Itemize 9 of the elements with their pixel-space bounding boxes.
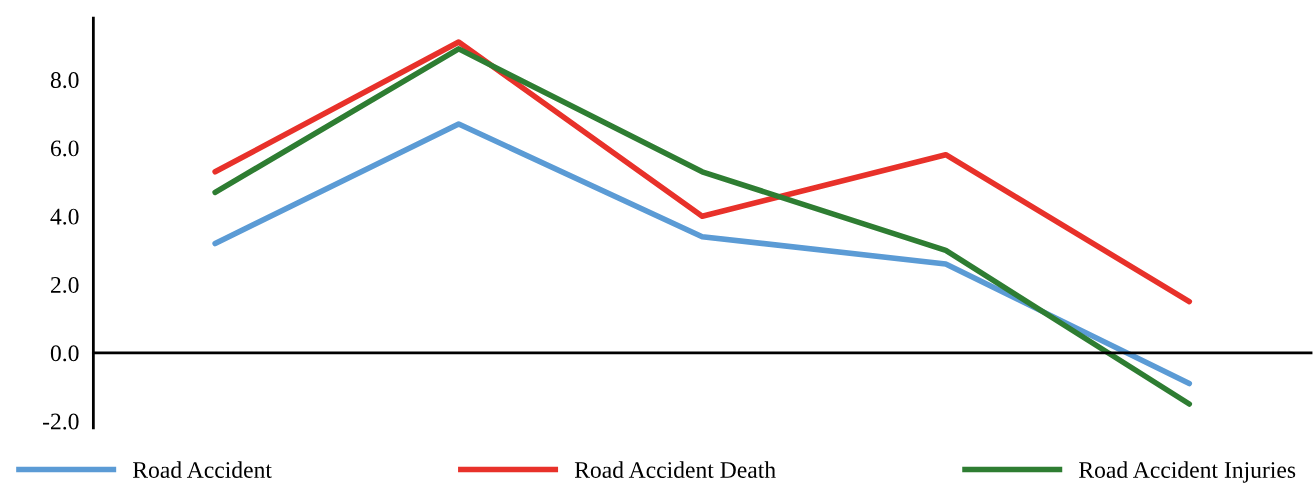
y-tick-label: 6.0	[50, 140, 79, 157]
y-tick-label: 8.0	[50, 72, 79, 89]
y-tick-label: 0.0	[50, 345, 79, 362]
legend-label: Road Accident	[132, 461, 272, 478]
y-tick-label: 4.0	[50, 208, 79, 225]
y-tick-label: -2.0	[42, 413, 79, 430]
legend-label: Road Accident Death	[574, 461, 776, 478]
legend-label: Road Accident Injuries	[1079, 461, 1296, 483]
y-tick-label: 2.0	[51, 276, 79, 294]
